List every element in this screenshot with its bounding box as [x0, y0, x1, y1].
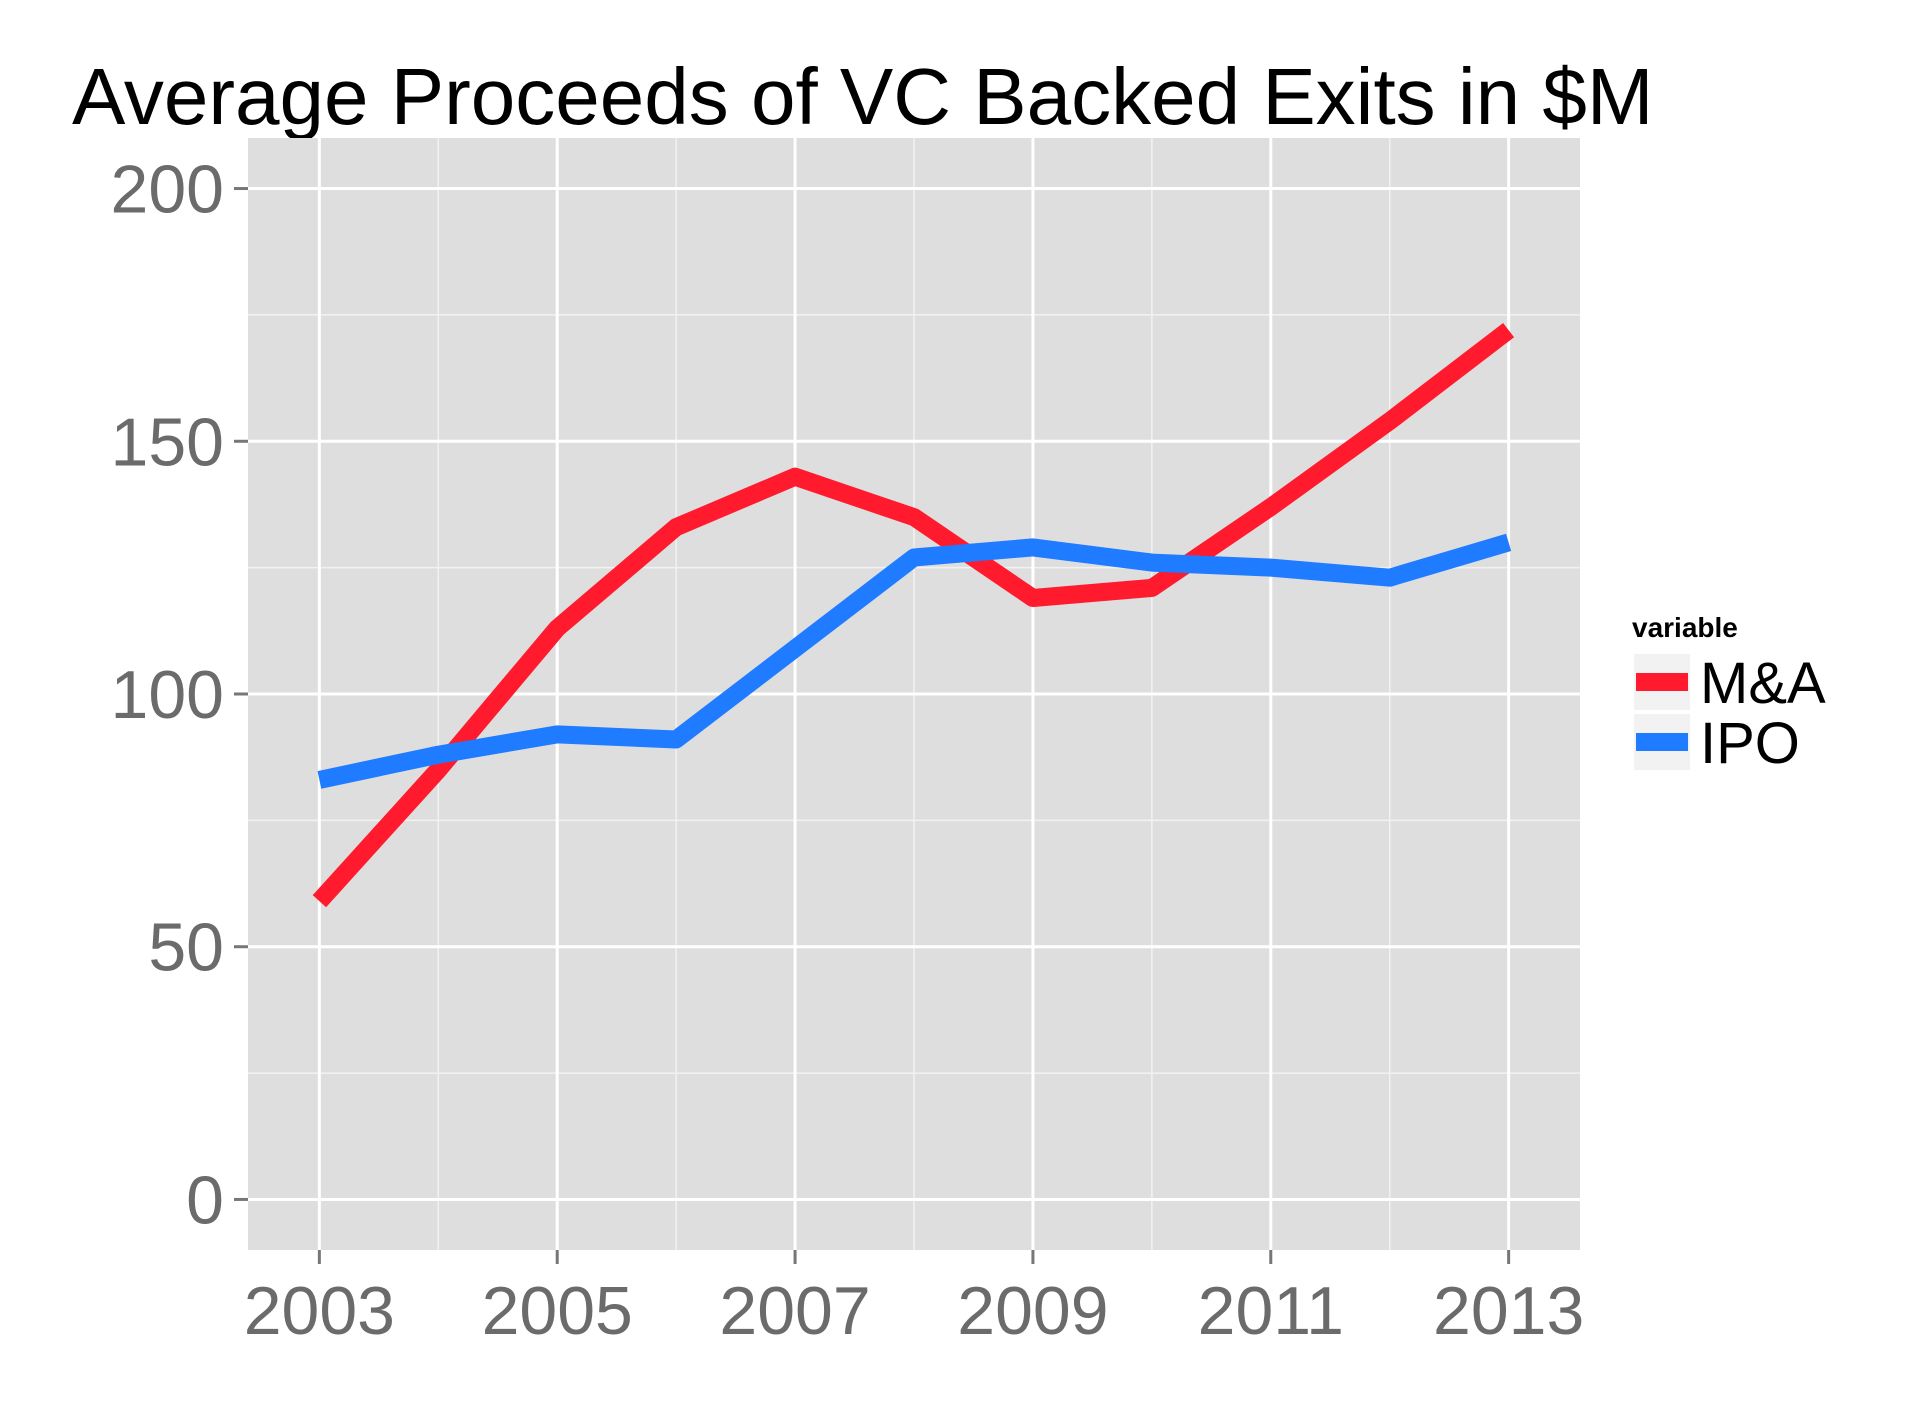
data-point: [438, 754, 439, 755]
data-point: [1508, 330, 1509, 331]
y-tick-label: 100: [111, 657, 224, 733]
data-point: [795, 648, 796, 649]
major-gridlines: [248, 138, 1580, 1250]
data-point: [914, 557, 915, 558]
x-tick-label: 2011: [1198, 1273, 1344, 1349]
data-point: [1032, 547, 1033, 548]
data-point: [1389, 421, 1390, 422]
series-line-ma: [312, 322, 1515, 908]
legend-item: IPO: [1634, 711, 1800, 776]
data-point: [1270, 506, 1271, 507]
data-point: [1032, 597, 1033, 598]
data-point: [676, 527, 677, 528]
data-point: [1151, 587, 1152, 588]
data-point: [1389, 577, 1390, 578]
y-tick-label: 50: [148, 910, 224, 986]
y-tick-label: 150: [111, 404, 224, 480]
legend-label: M&A: [1700, 651, 1826, 716]
data-point: [1270, 567, 1271, 568]
chart-title: Average Proceeds of VC Backed Exits in $…: [72, 52, 1654, 141]
x-tick-label: 2009: [957, 1273, 1108, 1349]
data-point: [557, 628, 558, 629]
series-lines: [312, 322, 1515, 908]
legend-label: IPO: [1700, 711, 1800, 776]
data-point: [438, 769, 439, 770]
data-point: [1508, 542, 1509, 543]
x-tick-label: 2007: [719, 1273, 870, 1349]
y-tick-label: 0: [186, 1162, 224, 1238]
x-tick-label: 2013: [1433, 1273, 1584, 1349]
data-point: [557, 734, 558, 735]
series-line-ipo: [317, 533, 1512, 789]
x-axis: 2003 2005 2007 2009 2011 2013: [244, 1250, 1584, 1349]
legend-title: variable: [1632, 612, 1738, 643]
data-point: [319, 779, 320, 780]
data-point: [676, 739, 677, 740]
y-tick-label: 200: [111, 152, 224, 228]
data-point: [795, 476, 796, 477]
data-point: [914, 517, 915, 518]
data-point: [1151, 562, 1152, 563]
y-axis: 0 50 100 150 200: [111, 152, 248, 1238]
x-tick-label: 2005: [482, 1273, 633, 1349]
legend-item: M&A: [1634, 651, 1826, 716]
data-point: [319, 901, 320, 902]
x-tick-label: 2003: [244, 1273, 395, 1349]
